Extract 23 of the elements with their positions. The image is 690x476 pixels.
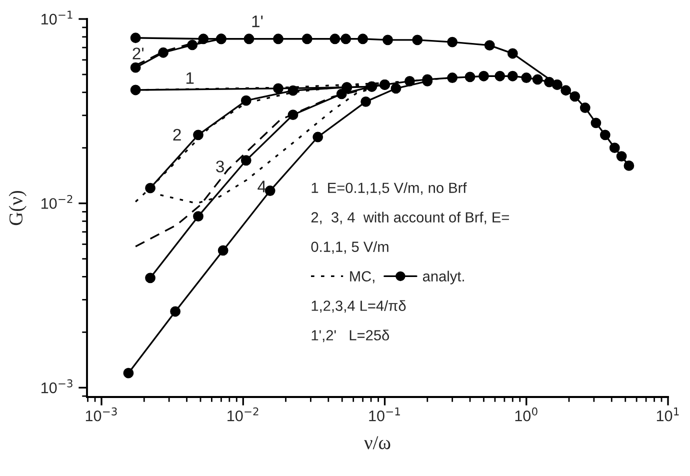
x-tick-label: 10$^{0}$ <box>515 407 538 422</box>
annotation: 1,2,3,4 L=4/πδ <box>312 300 406 313</box>
legend-label: MC, <box>350 271 374 284</box>
annotation: 1' <box>252 16 263 28</box>
annotation: 1',2' L=25δ <box>312 330 390 342</box>
annotation: 2, 3, 4 with account of Brf, E= <box>311 212 509 224</box>
y-axis-title: G(ν) <box>8 190 26 226</box>
annotation: 1 <box>186 72 194 84</box>
annotation: 2' <box>132 48 144 60</box>
annotation: 2 <box>173 128 181 140</box>
annotation: 4 <box>258 180 266 192</box>
annotation: 3 <box>216 160 224 172</box>
y-tick-label: 10$^{−1}$ <box>42 10 72 25</box>
annotation: 0.1,1, 5 V/m <box>311 241 388 254</box>
x-tick-label: 10$^{1}$ <box>656 408 679 422</box>
y-tick-label: 10$^{−2}$ <box>42 194 72 209</box>
y-tick-label: 10$^{−3}$ <box>42 379 72 394</box>
legend-label: analyt. <box>422 270 464 284</box>
x-axis-title: ν/ω <box>364 436 390 450</box>
x-tick-label: 10$^{−3}$ <box>86 407 117 422</box>
annotation: 1 E=0.1,1,5 V/m, no Brf <box>312 182 467 195</box>
x-tick-label: 10$^{−1}$ <box>369 408 400 422</box>
x-tick-label: 10$^{−2}$ <box>228 407 258 422</box>
